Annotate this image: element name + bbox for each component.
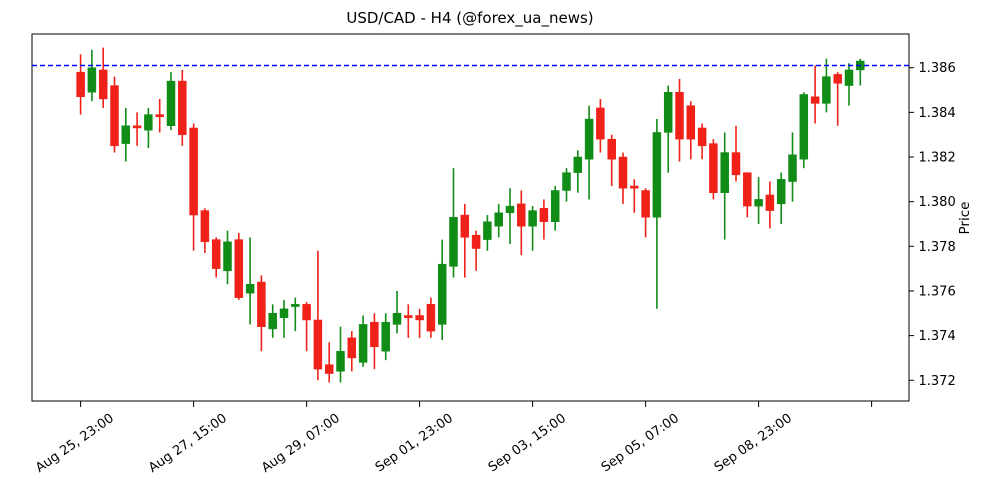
y-tick-label: 1.374 [919, 329, 956, 344]
candle-up [720, 152, 729, 193]
candle-up [528, 210, 537, 227]
candle-down [697, 127, 707, 147]
candle-down [833, 74, 842, 84]
candle-up [144, 114, 153, 131]
candle-down [415, 315, 424, 321]
chart-title: USD/CAD - H4 (@forex_ua_news) [346, 9, 593, 28]
candle-down [76, 71, 85, 97]
candle-down [709, 143, 718, 193]
candle-up [573, 156, 583, 173]
x-tick-label: Aug 29, 07:00 [259, 411, 343, 476]
y-tick-label: 1.382 [919, 151, 956, 166]
candle-up [754, 199, 763, 207]
candle-down [370, 321, 379, 348]
candle-up [449, 217, 458, 267]
candle-up [245, 284, 255, 294]
candle-down [347, 337, 357, 359]
candle-up [223, 241, 232, 272]
candle-up [584, 118, 594, 160]
candle-up [844, 69, 854, 86]
candle-up [562, 172, 571, 191]
y-tick-label: 1.384 [919, 106, 956, 121]
candle-up [279, 308, 289, 318]
x-tick-label: Sep 08, 23:00 [712, 411, 795, 475]
candle-up [550, 190, 560, 222]
candle-up [166, 80, 176, 126]
candle-down [686, 105, 696, 140]
candle-up [336, 350, 345, 372]
candle-up [663, 92, 673, 133]
candle-down [234, 239, 244, 298]
candle-down [743, 172, 752, 207]
candle-down [460, 214, 470, 238]
candle-down [189, 127, 198, 216]
y-tick-label: 1.380 [919, 195, 956, 210]
candle-up [799, 94, 809, 160]
y-axis-title: Price [957, 202, 973, 235]
candle-up [121, 125, 131, 144]
candle-up [291, 304, 300, 307]
candle-down [630, 185, 639, 189]
candle-down [641, 190, 650, 218]
candle-down [211, 239, 221, 269]
candle-up [87, 67, 97, 93]
candle-down [607, 138, 616, 160]
plot-border [31, 33, 910, 402]
y-tick-label: 1.378 [919, 240, 956, 255]
candle-down [810, 96, 820, 104]
y-tick-label: 1.376 [919, 284, 956, 299]
candle-down [324, 364, 334, 374]
candle-down [110, 85, 119, 147]
candle-up [437, 263, 447, 325]
candle-up [788, 154, 797, 182]
candle-up [392, 313, 402, 325]
candle-up [483, 221, 492, 240]
candle-up [358, 324, 368, 363]
candle-down [675, 92, 684, 140]
y-tick-label: 1.386 [919, 61, 956, 76]
candle-down [539, 208, 549, 222]
candle-up [505, 205, 515, 214]
candle-down [302, 304, 311, 321]
candle-down [471, 234, 481, 249]
plot-area: 1.372 1.374 1.376 1.378 1.380 1.382 1.384 1.386… [31, 33, 956, 476]
candle-down [517, 203, 526, 227]
x-tick-label: Sep 03, 15:00 [486, 411, 569, 475]
candle-down [98, 69, 108, 100]
candle-down [155, 114, 164, 118]
candle-down [731, 152, 741, 176]
x-tick-label: Aug 27, 15:00 [146, 411, 230, 476]
candle-down [426, 304, 436, 332]
candle-down [178, 80, 187, 135]
candle-down [596, 107, 605, 140]
y-tick-label: 1.372 [919, 374, 956, 389]
candle-up [822, 76, 831, 104]
candle-down [313, 319, 323, 370]
candle-down [404, 315, 413, 318]
candle-up [494, 212, 503, 227]
candle-down [132, 125, 142, 129]
candle-up [652, 132, 662, 218]
x-tick-label: Aug 25, 23:00 [33, 411, 117, 476]
x-tick-label: Sep 01, 23:00 [373, 411, 456, 475]
x-tick-label: Sep 05, 07:00 [599, 411, 682, 475]
candle-down [618, 156, 628, 189]
candle-up [381, 321, 390, 352]
candle-down [200, 210, 210, 243]
candle-down [257, 281, 266, 327]
candle-up [776, 179, 786, 205]
candle-down [765, 194, 775, 211]
candle-up [268, 313, 277, 330]
